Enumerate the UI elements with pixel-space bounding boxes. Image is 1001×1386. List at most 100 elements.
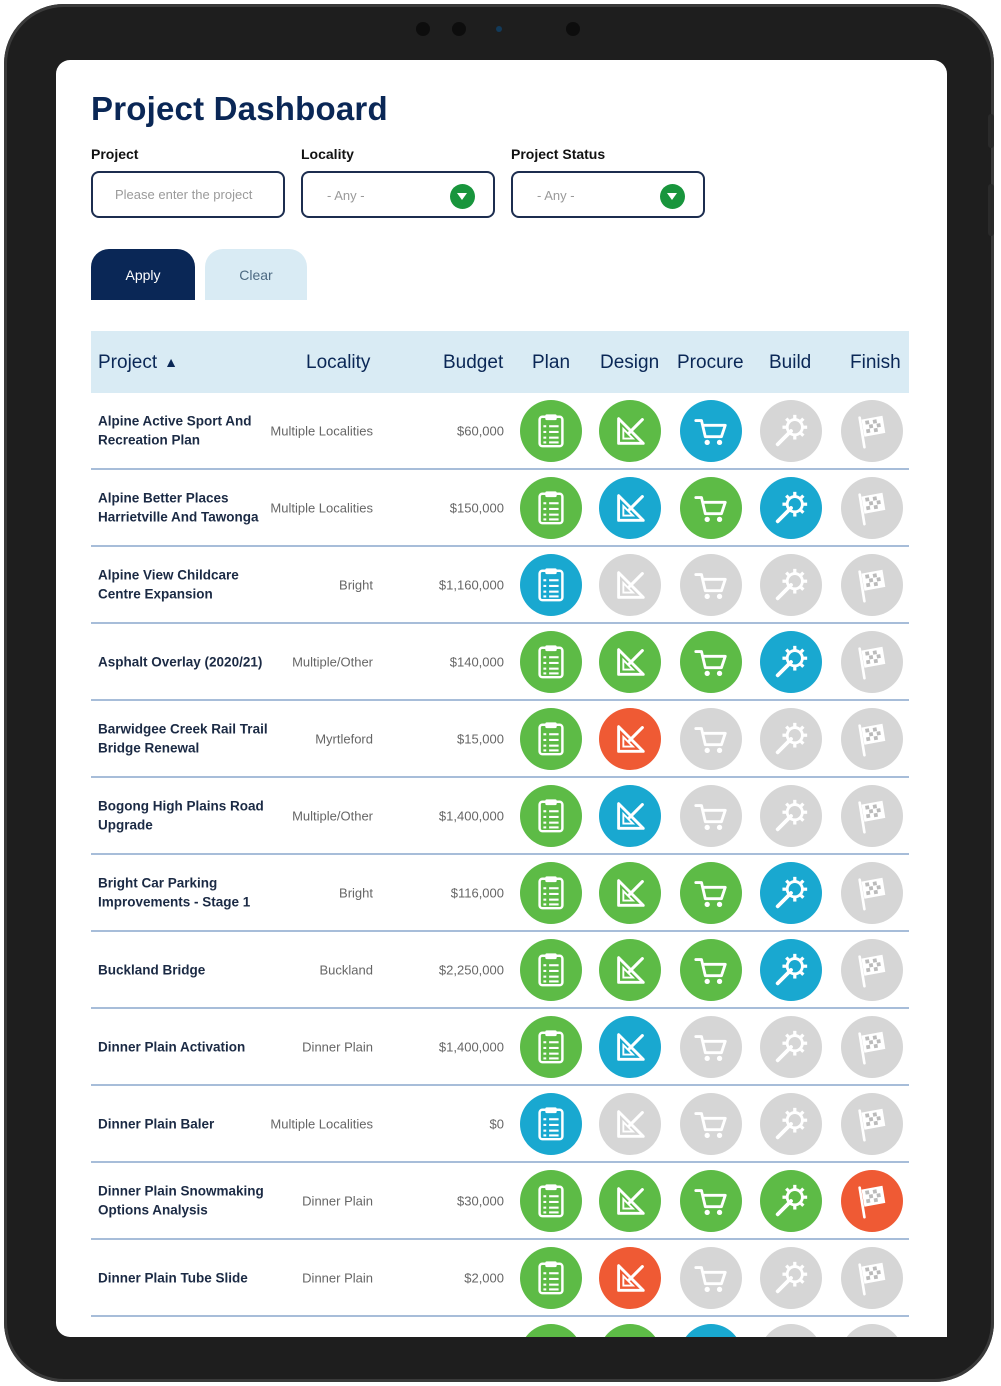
stage-build-status[interactable] <box>760 476 822 539</box>
stage-procure-status[interactable] <box>680 630 742 693</box>
table-row[interactable]: Alpine View Childcare Centre Expansion Br… <box>91 547 909 624</box>
stage-finish-status[interactable] <box>841 861 903 924</box>
project-name[interactable]: Bright Car Parking Improvements - Stage … <box>98 875 251 910</box>
project-name[interactable]: Barwidgee Creek Rail Trail Bridge Renewa… <box>98 721 268 756</box>
stage-design-status[interactable] <box>599 861 661 924</box>
column-header-procure[interactable]: Procure <box>677 352 744 373</box>
table-row[interactable]: Alpine Active Sport And Recreation Plan M… <box>91 393 909 470</box>
stage-design-status[interactable] <box>599 938 661 1001</box>
stage-build-status[interactable] <box>760 1092 822 1155</box>
table-row[interactable]: Bogong High Plains Road Upgrade Multiple/… <box>91 778 909 855</box>
project-search-input[interactable] <box>93 173 283 216</box>
stage-design-status[interactable] <box>599 630 661 693</box>
stage-finish-status[interactable] <box>841 707 903 770</box>
stage-plan-status[interactable] <box>520 1169 582 1232</box>
table-row[interactable]: Alpine Better Places Harrietville And Ta… <box>91 470 909 547</box>
stage-plan-status[interactable] <box>520 553 582 616</box>
stage-plan-status[interactable] <box>520 1323 582 1337</box>
stage-design-status[interactable] <box>599 784 661 847</box>
stage-procure-status[interactable] <box>680 399 742 462</box>
chevron-down-icon[interactable] <box>450 184 475 209</box>
table-row[interactable] <box>91 1317 909 1337</box>
stage-plan-status[interactable] <box>520 861 582 924</box>
column-header-project[interactable]: Project ▲ <box>98 352 178 374</box>
stage-build-status[interactable] <box>760 707 822 770</box>
column-header-design[interactable]: Design <box>600 352 660 373</box>
column-header-locality[interactable]: Locality <box>306 352 371 373</box>
project-name[interactable]: Alpine Active Sport And Recreation Plan <box>98 413 252 448</box>
stage-procure-status[interactable] <box>680 1169 742 1232</box>
stage-plan-status[interactable] <box>520 938 582 1001</box>
project-name[interactable]: Dinner Plain Activation <box>98 1038 246 1054</box>
table-row[interactable]: Dinner Plain Snowmaking Options Analysis… <box>91 1163 909 1240</box>
table-row[interactable]: Buckland Bridge Buckland $2,250,000 <box>91 932 909 1009</box>
stage-finish-status[interactable] <box>841 399 903 462</box>
stage-procure-status[interactable] <box>680 1015 742 1078</box>
stage-finish-status[interactable] <box>841 938 903 1001</box>
table-row[interactable]: Dinner Plain Activation Dinner Plain $1,40… <box>91 1009 909 1086</box>
stage-plan-status[interactable] <box>520 1092 582 1155</box>
stage-finish-status[interactable] <box>841 1015 903 1078</box>
project-name[interactable]: Asphalt Overlay (2020/21) <box>98 653 263 669</box>
stage-plan-status[interactable] <box>520 476 582 539</box>
stage-procure-status[interactable] <box>680 938 742 1001</box>
apply-button[interactable]: Apply <box>91 249 195 300</box>
project-name[interactable]: Dinner Plain Snowmaking Options Analysis <box>98 1183 264 1218</box>
stage-plan-status[interactable] <box>520 1246 582 1309</box>
stage-plan-status[interactable] <box>520 707 582 770</box>
project-name[interactable]: Bogong High Plains Road Upgrade <box>98 798 264 833</box>
stage-procure-status[interactable] <box>680 861 742 924</box>
table-row[interactable]: Barwidgee Creek Rail Trail Bridge Renewa… <box>91 701 909 778</box>
stage-finish-status[interactable] <box>841 1092 903 1155</box>
stage-plan-status[interactable] <box>520 784 582 847</box>
column-header-finish[interactable]: Finish <box>850 352 901 373</box>
stage-build-status[interactable] <box>760 1246 822 1309</box>
stage-design-status[interactable] <box>599 1323 661 1337</box>
stage-build-status[interactable] <box>760 938 822 1001</box>
stage-procure-status[interactable] <box>680 553 742 616</box>
stage-finish-status[interactable] <box>841 1323 903 1337</box>
stage-finish-status[interactable] <box>841 476 903 539</box>
stage-build-status[interactable] <box>760 399 822 462</box>
stage-finish-status[interactable] <box>841 553 903 616</box>
stage-design-status[interactable] <box>599 1015 661 1078</box>
locality-select[interactable]: - Any - <box>301 171 495 218</box>
stage-procure-status[interactable] <box>680 1246 742 1309</box>
table-row[interactable]: Bright Car Parking Improvements - Stage … <box>91 855 909 932</box>
column-header-plan[interactable]: Plan <box>532 352 571 373</box>
project-name[interactable]: Alpine Better Places Harrietville And Ta… <box>98 490 259 525</box>
stage-procure-status[interactable] <box>680 1323 742 1337</box>
stage-design-status[interactable] <box>599 399 661 462</box>
stage-design-status[interactable] <box>599 553 661 616</box>
stage-build-status[interactable] <box>760 784 822 847</box>
stage-finish-status[interactable] <box>841 784 903 847</box>
clear-button[interactable]: Clear <box>205 249 307 300</box>
column-header-budget[interactable]: Budget <box>443 352 504 373</box>
stage-build-status[interactable] <box>760 630 822 693</box>
stage-build-status[interactable] <box>760 1015 822 1078</box>
stage-design-status[interactable] <box>599 1092 661 1155</box>
status-select[interactable]: - Any - <box>511 171 705 218</box>
stage-procure-status[interactable] <box>680 1092 742 1155</box>
stage-finish-status[interactable] <box>841 630 903 693</box>
stage-build-status[interactable] <box>760 1323 822 1337</box>
stage-design-status[interactable] <box>599 707 661 770</box>
stage-build-status[interactable] <box>760 553 822 616</box>
column-header-build[interactable]: Build <box>769 352 812 373</box>
stage-procure-status[interactable] <box>680 476 742 539</box>
stage-finish-status[interactable] <box>841 1169 903 1232</box>
stage-plan-status[interactable] <box>520 1015 582 1078</box>
stage-design-status[interactable] <box>599 1169 661 1232</box>
stage-plan-status[interactable] <box>520 630 582 693</box>
table-row[interactable]: Dinner Plain Baler Multiple Localities $0 <box>91 1086 909 1163</box>
table-row[interactable]: Dinner Plain Tube Slide Dinner Plain $2,00… <box>91 1240 909 1317</box>
project-name[interactable]: Buckland Bridge <box>98 961 206 977</box>
stage-build-status[interactable] <box>760 861 822 924</box>
chevron-down-icon[interactable] <box>660 184 685 209</box>
project-name[interactable]: Alpine View Childcare Centre Expansion <box>98 567 239 602</box>
table-row[interactable]: Asphalt Overlay (2020/21) Multiple/Other $… <box>91 624 909 701</box>
project-name[interactable]: Dinner Plain Tube Slide <box>98 1269 248 1285</box>
stage-design-status[interactable] <box>599 476 661 539</box>
stage-procure-status[interactable] <box>680 784 742 847</box>
stage-plan-status[interactable] <box>520 399 582 462</box>
